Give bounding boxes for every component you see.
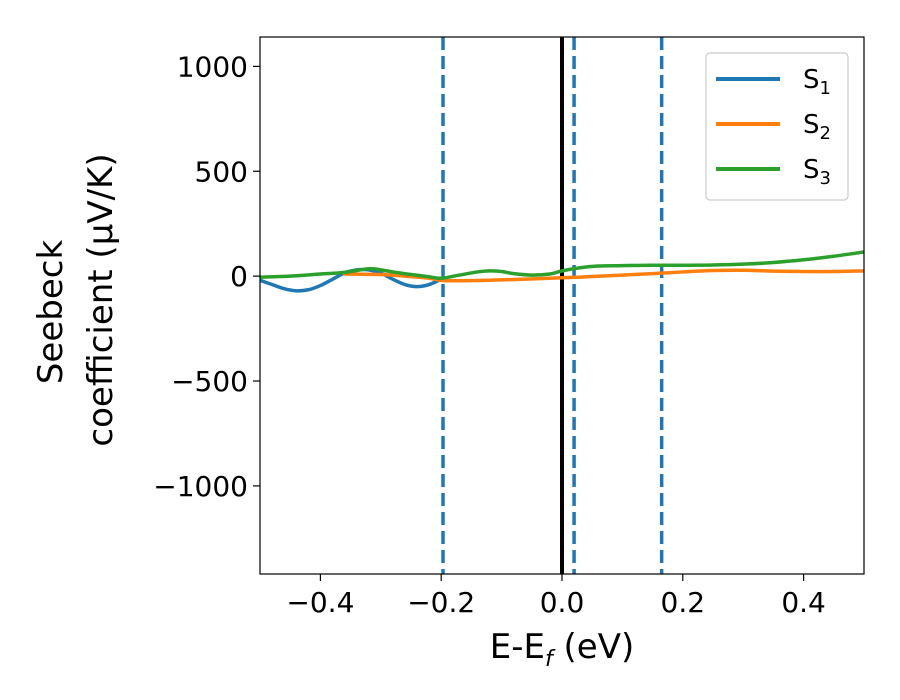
y-tick-label: 1000 [177,50,248,83]
legend: S1 S2 S3 [705,52,849,201]
series-line-3 [260,250,864,281]
x-tick-label: −0.4 [286,586,354,619]
x-tick-label: 0.2 [661,586,706,619]
legend-label-1: S1 [803,65,831,99]
legend-label-2: S2 [803,110,831,144]
y-tick-label: 0 [230,260,248,293]
x-tick-label: 0.0 [540,586,585,619]
y-tick-label: −500 [171,365,248,398]
y-tick-label: 500 [195,155,248,188]
x-axis-label: E-Ef (eV) [490,627,635,672]
x-axis-ticks: −0.4 −0.2 0.0 0.2 0.4 [286,574,826,619]
series-lines [260,250,864,293]
vertical-reference-lines [441,37,664,574]
y-axis-ticks: 1000 500 0 −500 −1000 [153,50,260,503]
legend-label-3: S3 [803,155,831,189]
y-axis-label-line1: Seebeck [31,240,71,385]
y-tick-label: −1000 [153,470,248,503]
y-axis-label-line2: coefficient (μV/K) [81,153,121,446]
x-tick-label: −0.2 [407,586,475,619]
x-tick-label: 0.4 [781,586,826,619]
legend-box [705,52,849,201]
